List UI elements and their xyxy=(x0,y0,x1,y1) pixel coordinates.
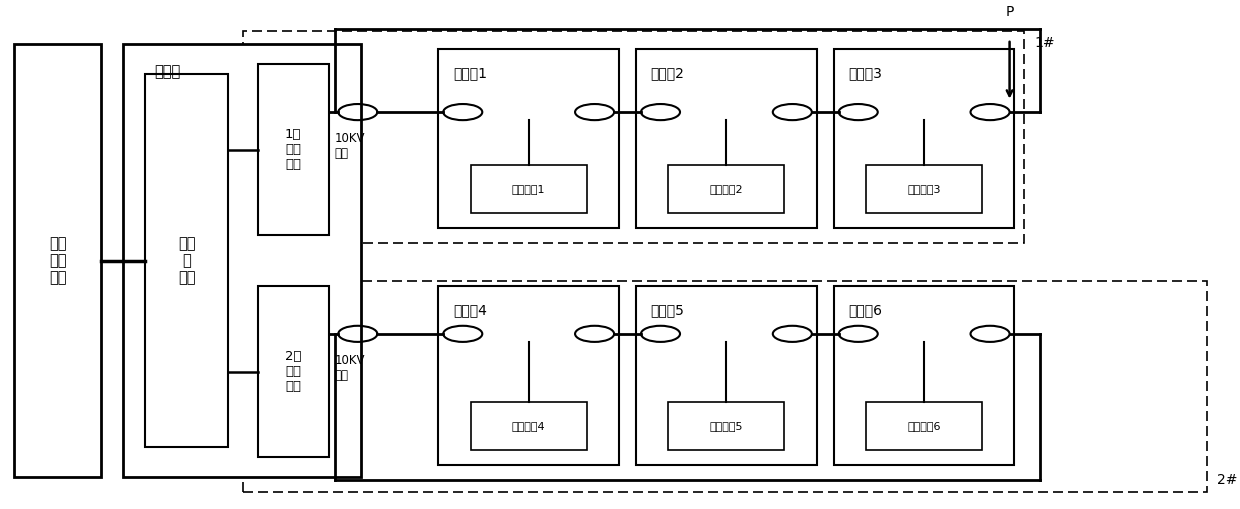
Text: 从载波机6: 从载波机6 xyxy=(908,421,941,431)
Bar xyxy=(833,49,1014,228)
Text: 从载波机1: 从载波机1 xyxy=(512,184,546,194)
Text: 从载波机5: 从载波机5 xyxy=(709,421,743,431)
Text: 环网柜2: 环网柜2 xyxy=(651,67,684,80)
Bar xyxy=(243,32,1024,243)
Text: 1#: 1# xyxy=(1034,36,1054,50)
Bar xyxy=(833,286,1014,465)
Bar xyxy=(439,286,619,465)
Text: 2#: 2# xyxy=(1218,473,1238,488)
Text: 2号
主载
波机: 2号 主载 波机 xyxy=(285,350,301,393)
Bar xyxy=(243,281,1208,493)
Text: 通信
管
理机: 通信 管 理机 xyxy=(179,236,196,286)
Bar xyxy=(668,165,785,213)
Text: 环网柜6: 环网柜6 xyxy=(848,303,883,318)
Bar xyxy=(124,44,361,477)
Text: 从载波机3: 从载波机3 xyxy=(908,184,941,194)
Text: 环网柜5: 环网柜5 xyxy=(651,303,684,318)
Bar xyxy=(258,64,329,236)
Bar xyxy=(258,286,329,457)
Text: 环网柜4: 环网柜4 xyxy=(453,303,487,318)
Text: 变电站: 变电站 xyxy=(154,64,180,79)
Bar xyxy=(636,49,817,228)
Text: 环网柜3: 环网柜3 xyxy=(848,67,883,80)
Bar xyxy=(636,286,817,465)
Bar xyxy=(668,402,785,449)
Text: 10KV
电缆: 10KV 电缆 xyxy=(335,354,365,382)
Bar xyxy=(471,165,587,213)
Text: 从载波机2: 从载波机2 xyxy=(709,184,743,194)
Bar xyxy=(14,44,102,477)
Text: 环网柜1: 环网柜1 xyxy=(453,67,487,80)
Bar xyxy=(867,402,982,449)
Bar xyxy=(471,402,587,449)
Bar xyxy=(145,74,228,447)
Text: 从载波机4: 从载波机4 xyxy=(512,421,546,431)
Bar xyxy=(867,165,982,213)
Text: P: P xyxy=(1006,5,1014,19)
Text: 配电
主站
平台: 配电 主站 平台 xyxy=(48,236,66,286)
Text: 1号
主载
波机: 1号 主载 波机 xyxy=(285,128,301,172)
Text: 10KV
电缆: 10KV 电缆 xyxy=(335,132,365,160)
Bar xyxy=(439,49,619,228)
